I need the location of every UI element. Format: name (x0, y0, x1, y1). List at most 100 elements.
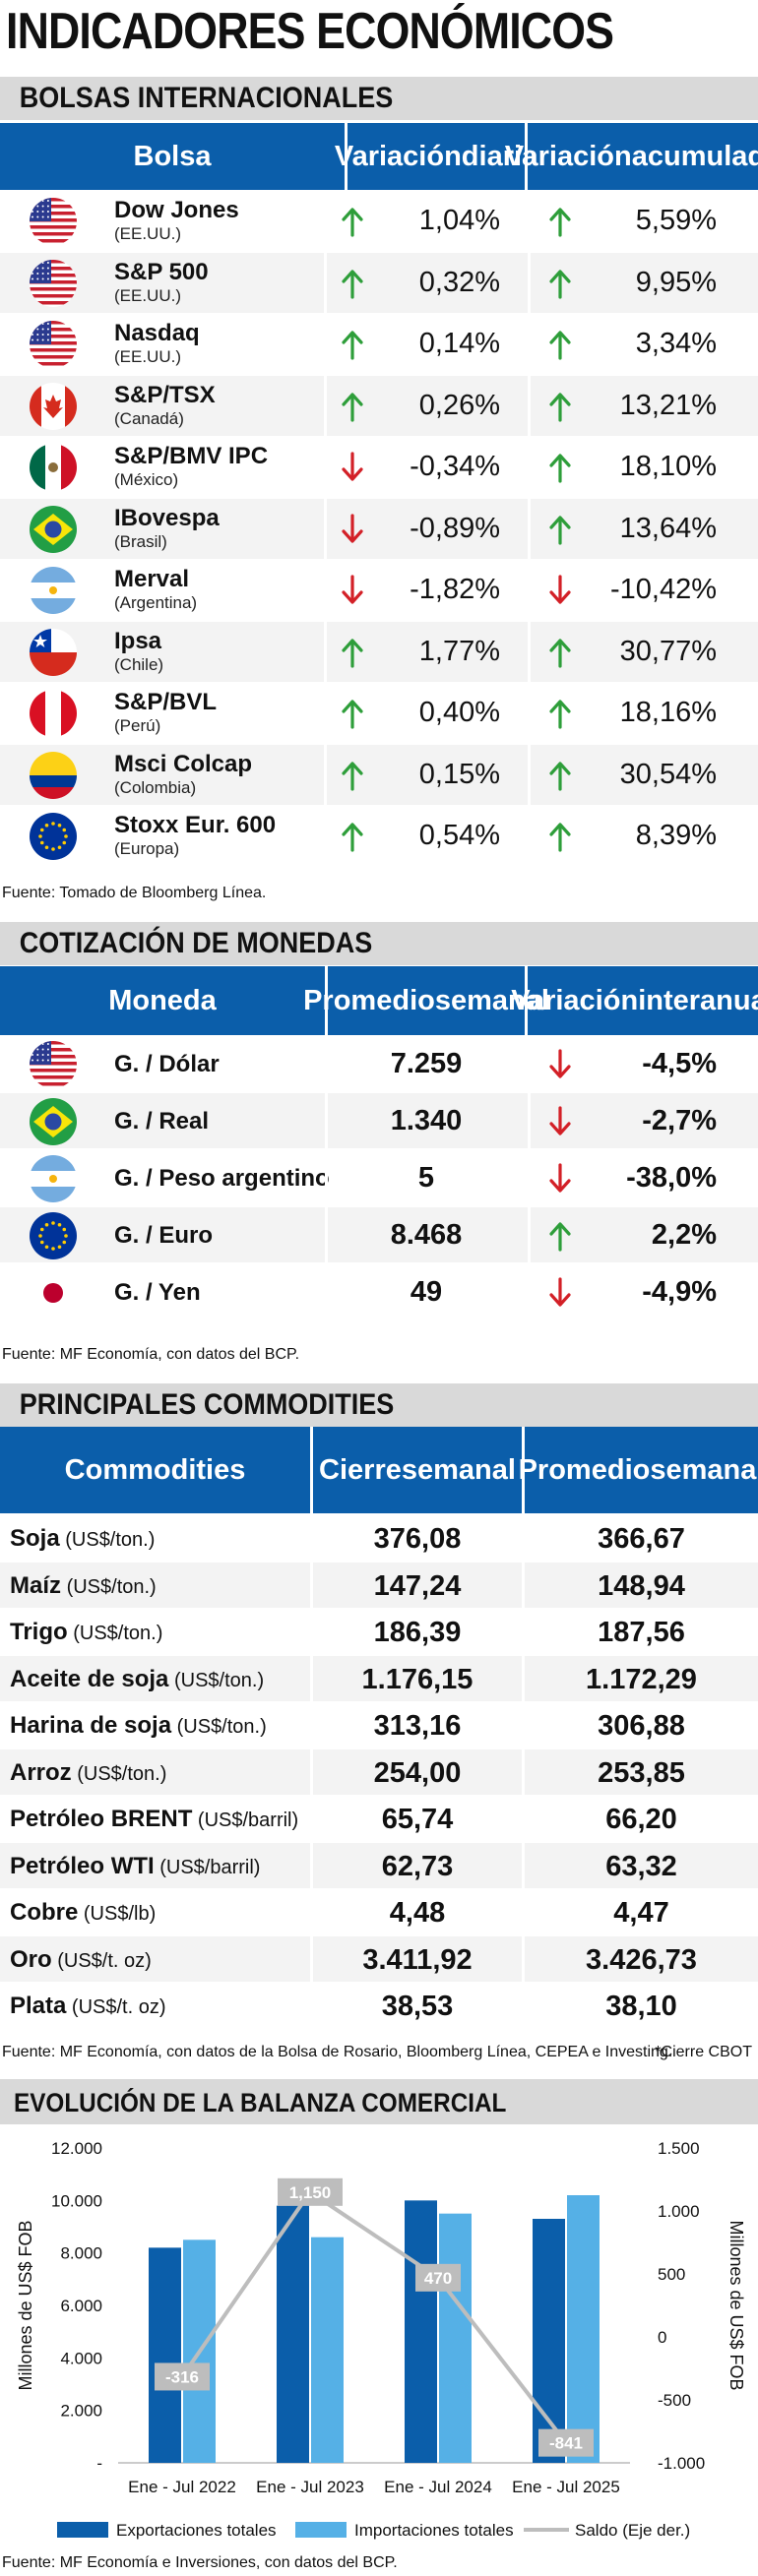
saldo-label-box (155, 2362, 210, 2391)
column-divider (310, 1936, 313, 1984)
legend-label: Importaciones totales (354, 2521, 514, 2540)
row-divider (0, 436, 758, 438)
column-divider (324, 560, 327, 622)
column-divider (325, 1093, 328, 1150)
weekly-average: 1.340 (390, 1105, 463, 1136)
commodity-label: Soja (10, 1525, 60, 1552)
usa-flag (30, 1041, 77, 1088)
table-row: Oro (US$/t. oz) 3.411,92 3.426,73 (0, 1936, 758, 1984)
header-col-1: Bolsa (133, 141, 212, 172)
column-divider (528, 253, 531, 315)
source-note: Fuente: Tomado de Bloomberg Línea. (2, 885, 267, 901)
header-col-2: Promedio semanal (303, 966, 549, 1035)
column-divider (522, 1983, 525, 2030)
table-row: S&P/TSX (Canadá) 0,26% 13,21% (0, 376, 758, 438)
saldo-label-box (538, 2428, 594, 2457)
index-country: (Canadá) (114, 409, 184, 428)
right-axis-tick-label: -1.000 (658, 2454, 705, 2473)
daily-variation: -0,34% (410, 451, 500, 482)
index-country: (México) (114, 470, 179, 489)
weekly-close: 38,53 (381, 1991, 454, 2022)
x-axis-tick-label: Ene - Jul 2025 (512, 2478, 620, 2496)
row-divider (0, 559, 758, 561)
column-divider (310, 1609, 313, 1656)
row-divider (0, 1841, 758, 1843)
bar-exportaciones (149, 2247, 181, 2463)
table-row: Arroz (US$/ton.) 254,00 253,85 (0, 1749, 758, 1797)
eu-flag (30, 1212, 77, 1259)
daily-variation: 0,40% (418, 697, 500, 728)
commodity-unit: (US$/ton.) (61, 1576, 157, 1598)
arrow-up-icon (547, 391, 573, 427)
weekly-average: 4,47 (613, 1897, 669, 1929)
header-divider (345, 123, 347, 190)
table-row: Nasdaq (EE.UU.) 0,14% 3,34% (0, 314, 758, 376)
arrow-up-icon (547, 1220, 573, 1257)
accumulated-variation: 18,10% (619, 451, 717, 482)
index-name: Ipsa (114, 628, 162, 654)
column-divider (522, 1515, 525, 1563)
column-divider (325, 1207, 328, 1264)
accumulated-variation: 30,77% (619, 636, 717, 667)
japan-flag (30, 1269, 77, 1317)
column-divider (528, 622, 531, 684)
saldo-data-label: -316 (165, 2367, 199, 2386)
column-divider (310, 1563, 313, 1610)
commodity-label: Aceite de soja (10, 1666, 169, 1692)
arrow-down-icon (340, 452, 365, 488)
index-country: (EE.UU.) (114, 286, 181, 305)
header-divider (525, 123, 528, 190)
commodity-unit: (US$/ton.) (67, 1623, 163, 1644)
commodity-name: Plata (US$/t. oz) (10, 1993, 166, 2020)
header-col-3-line2: acumulada (631, 141, 758, 172)
commodity-unit: (US$/ton.) (168, 1670, 265, 1691)
column-divider (522, 1656, 525, 1703)
table-row: Stoxx Eur. 600 (Europa) 0,54% 8,39% (0, 806, 758, 868)
table-row: Soja (US$/ton.) 376,08 366,67 (0, 1515, 758, 1563)
column-divider (522, 1609, 525, 1656)
row-divider (0, 1654, 758, 1656)
right-axis-tick-label: 1.500 (658, 2139, 700, 2158)
header-divider (310, 1427, 313, 1513)
section-header: EVOLUCIÓN DE LA BALANZA COMERCIAL (0, 2079, 758, 2124)
index-name: IBovespa (114, 505, 220, 531)
legend-label: Saldo (Eje der.) (575, 2521, 690, 2540)
commodity-label: Oro (10, 1946, 52, 1973)
accumulated-variation: 3,34% (635, 328, 717, 359)
header-col-2: Variación diaria (335, 123, 537, 190)
table-header: Moneda PromediosemanalVariacióninteranual (0, 966, 758, 1035)
weekly-close: 254,00 (373, 1757, 462, 1789)
arrow-down-icon (340, 575, 365, 611)
weekly-close: 186,39 (373, 1617, 462, 1648)
section-title: PRINCIPALES COMMODITIES (19, 1388, 395, 1421)
arrow-down-icon (547, 1277, 573, 1314)
row-divider (0, 1934, 758, 1936)
left-axis-tick-label: 12.000 (51, 2139, 102, 2158)
daily-variation: -1,82% (410, 574, 500, 605)
currency-pair: G. / Yen (114, 1279, 201, 1306)
arrow-up-icon (547, 329, 573, 365)
arrow-up-icon (547, 821, 573, 857)
arrow-up-icon (547, 760, 573, 796)
header-col-1: Moneda (108, 985, 217, 1016)
bar-exportaciones (533, 2219, 565, 2463)
header-col-2-line1: Cierre (319, 1454, 402, 1486)
usa-flag (30, 198, 77, 245)
arrow-up-icon (547, 452, 573, 488)
daily-variation: 0,14% (418, 328, 500, 359)
header-col-3: Promedio semanal (519, 1427, 758, 1513)
table-header: BolsaVariacióndiariaVariaciónacumulada (0, 123, 758, 190)
colombia-flag (30, 752, 77, 799)
left-axis-tick-label: - (96, 2454, 102, 2473)
x-axis-tick-label: Ene - Jul 2024 (384, 2478, 492, 2496)
column-divider (522, 1843, 525, 1890)
row-divider (0, 866, 758, 868)
cbot-note: *Cierre CBOT (655, 2044, 752, 2060)
row-divider (0, 1561, 758, 1563)
column-divider (325, 1036, 328, 1093)
commodity-label: Plata (10, 1993, 67, 2019)
weekly-average: 49 (410, 1276, 443, 1308)
index-name: S&P 500 (114, 259, 209, 285)
brazil-flag (30, 1098, 77, 1145)
weekly-close: 147,24 (373, 1570, 462, 1602)
